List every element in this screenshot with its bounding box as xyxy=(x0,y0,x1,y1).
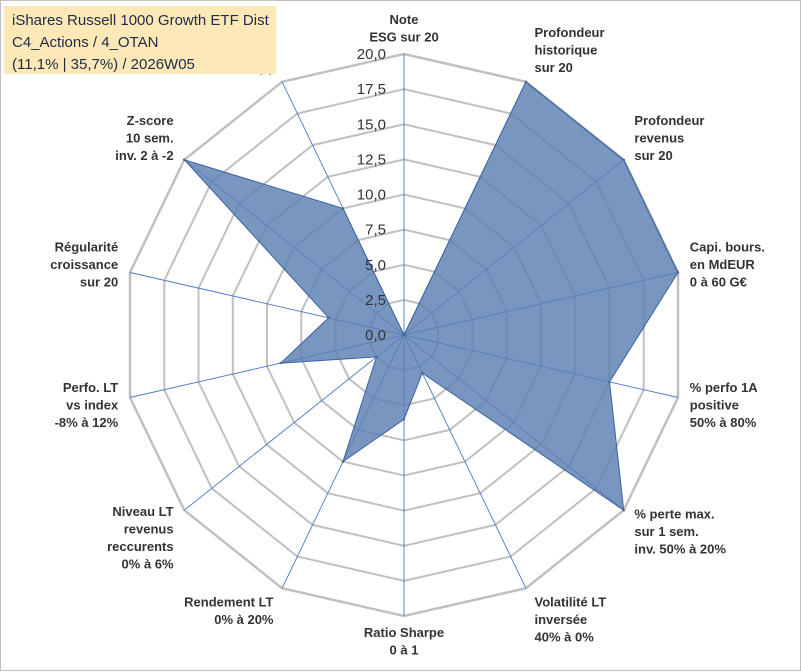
axis-spoke xyxy=(184,334,405,511)
title-line-stats: (11,1% | 35,7%) / 2026W05 xyxy=(12,56,195,73)
data-point xyxy=(341,207,345,210)
tick-label: 12,5 xyxy=(357,151,386,168)
chart-title-box: iShares Russell 1000 Growth ETF Dist C4_… xyxy=(4,6,276,74)
axis-label: 0 à 1 xyxy=(390,643,419,658)
axis-spoke xyxy=(403,334,527,589)
tick-label: 0,0 xyxy=(365,327,386,344)
axis-label: ESG sur 20 xyxy=(369,30,438,45)
axis-label: Rendement LT xyxy=(184,594,273,609)
data-point xyxy=(608,380,611,384)
title-line-category: C4_Actions / 4_OTAN xyxy=(12,34,159,51)
axis-label: inversée xyxy=(535,612,588,627)
axis-label: 40% à 0% xyxy=(535,629,595,644)
axis-label: croissance xyxy=(50,257,118,272)
tick-label: 10,0 xyxy=(357,187,386,204)
data-point xyxy=(622,158,625,161)
tick-label: 20,0 xyxy=(357,46,386,63)
axis-label: Profondeur xyxy=(535,25,605,40)
axis-label: Volatilité LT xyxy=(535,594,607,609)
radial-tick-labels: 0,0 2,5 5,0 7,5 10,0 12,5 15,0 17,5 20,0 xyxy=(357,46,386,344)
data-point xyxy=(183,158,186,161)
data-point xyxy=(375,355,378,359)
axis-label: sur 20 xyxy=(634,148,672,163)
axis-label: 0% à 20% xyxy=(214,612,274,627)
data-point xyxy=(421,371,424,375)
tick-label: 5,0 xyxy=(365,257,386,274)
data-point xyxy=(676,271,680,274)
axis-label: sur 20 xyxy=(80,275,118,290)
tick-label: 2,5 xyxy=(365,292,386,309)
tick-label: 7,5 xyxy=(365,222,386,239)
axis-label: sur 1 sem. xyxy=(634,524,698,539)
axis-label: positive xyxy=(690,398,739,413)
data-point xyxy=(622,509,625,512)
axis-label: reccurents xyxy=(107,539,173,554)
axis-label: revenus xyxy=(124,521,174,536)
axis-label: Ratio Sharpe xyxy=(364,625,444,640)
axis-label: historique xyxy=(535,43,598,58)
tick-label: 15,0 xyxy=(357,116,386,133)
axis-label: -8% à 12% xyxy=(55,415,119,430)
data-point xyxy=(327,316,330,319)
data-point xyxy=(341,460,345,463)
data-point xyxy=(279,361,282,365)
axis-label: Profondeur xyxy=(634,113,704,128)
axis-label: revenus xyxy=(634,130,684,145)
axis-labels: Note ESG sur 20 Profondeur historique sur 20… xyxy=(50,12,765,658)
axis-label: en MdEUR xyxy=(690,257,756,272)
axis-label: Régularité xyxy=(55,240,119,255)
title-line-fund: iShares Russell 1000 Growth ETF Dist xyxy=(12,12,269,29)
axis-label: sur 20 xyxy=(535,60,573,75)
axis-label: Niveau LT xyxy=(112,504,173,519)
axis-label: inv. 50% à 20% xyxy=(634,542,726,557)
axis-label: % perfo 1A xyxy=(690,380,759,395)
axis-label: vs index xyxy=(66,398,119,413)
axis-label: Note xyxy=(390,12,419,27)
axis-label: 50% à 80% xyxy=(690,415,757,430)
radar-series-layer xyxy=(182,80,680,512)
axis-label: Capi. bours. xyxy=(690,240,765,255)
axis-label: 0 à 60 G€ xyxy=(690,275,747,290)
series-area xyxy=(182,81,679,512)
axis-label: Z-score xyxy=(127,113,174,128)
axis-label: 0% à 6% xyxy=(122,556,174,571)
data-point xyxy=(402,418,406,421)
tick-label: 17,5 xyxy=(357,81,386,98)
data-point xyxy=(402,333,406,337)
data-point xyxy=(524,80,528,84)
axis-label: inv. 2 à -2 xyxy=(115,148,173,163)
axis-label: Perfo. LT xyxy=(63,380,118,395)
axis-label: % perte max. xyxy=(634,507,714,522)
axis-label: 10 sem. xyxy=(126,130,174,145)
